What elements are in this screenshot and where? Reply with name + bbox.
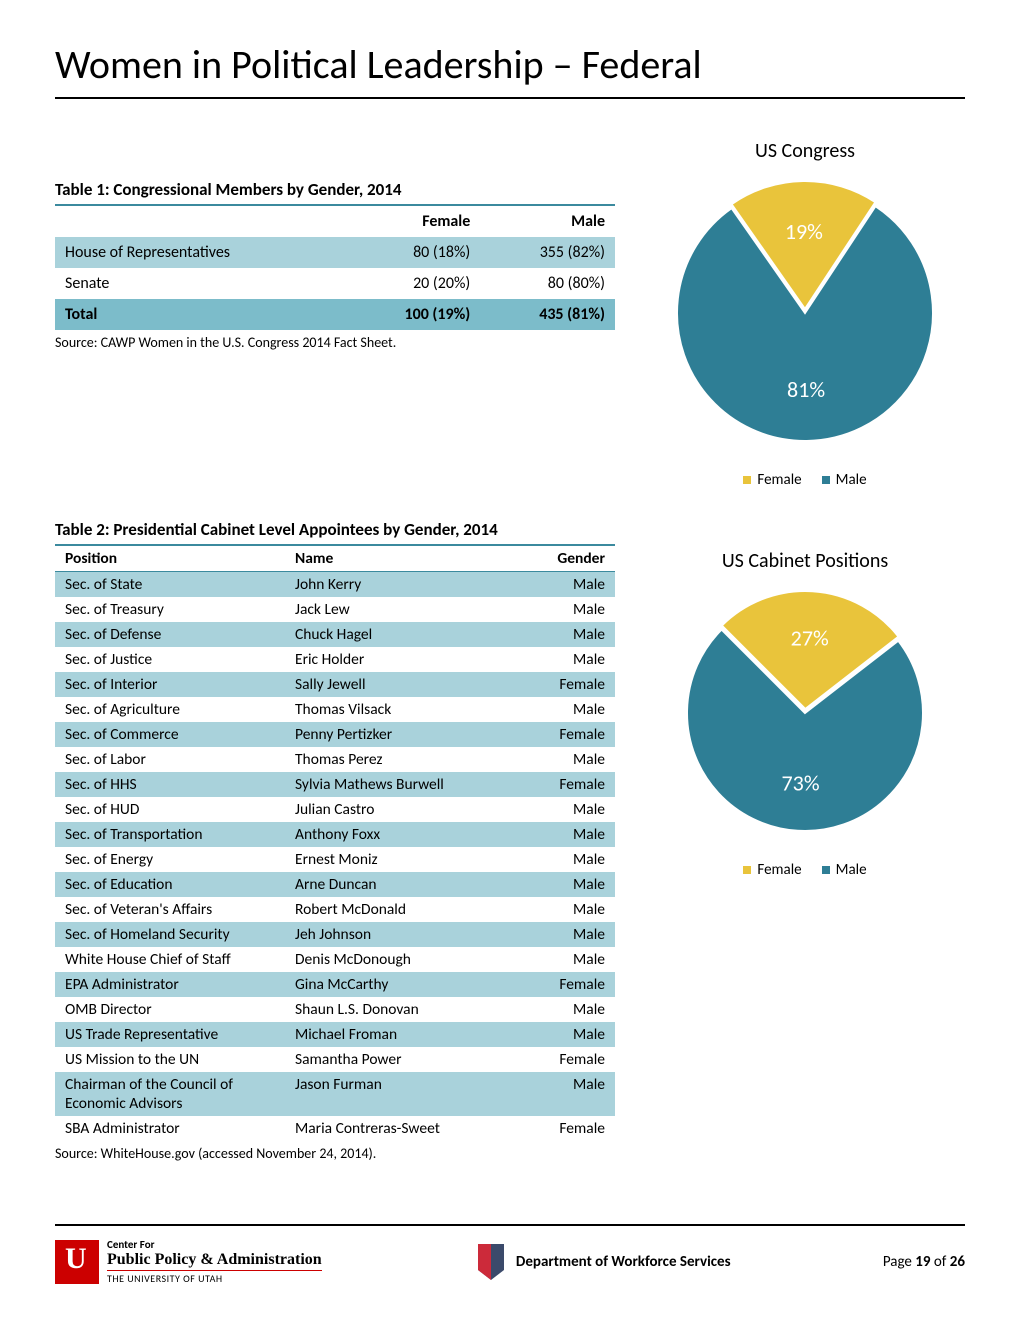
table2-col1: Name: [285, 546, 535, 572]
table-row: Sec. of Homeland SecurityJeh JohnsonMale: [55, 922, 615, 947]
table-row: Sec. of TransportationAnthony FoxxMale: [55, 822, 615, 847]
table-row: Sec. of HHSSylvia Mathews BurwellFemale: [55, 772, 615, 797]
legend-congress: Female Male: [645, 471, 965, 489]
row-congress: Table 1: Congressional Members by Gender…: [55, 139, 965, 489]
table-row: US Mission to the UNSamantha PowerFemale: [55, 1047, 615, 1072]
table-row: SBA AdministratorMaria Contreras-SweetFe…: [55, 1116, 615, 1141]
footer-left-logo: Center For Public Policy & Administratio…: [55, 1238, 322, 1285]
table-row: Sec. of TreasuryJack LewMale: [55, 597, 615, 622]
legend-item: Female: [743, 471, 801, 489]
legend-item: Male: [822, 861, 867, 879]
pie-cabinet: 27% 73%: [675, 583, 935, 843]
page-total: 26: [950, 1253, 965, 1271]
table-row: Sec. of InteriorSally JewellFemale: [55, 672, 615, 697]
legend-item: Female: [743, 861, 801, 879]
footer-line1: Center For: [107, 1238, 322, 1251]
table-row: Sec. of HUDJulian CastroMale: [55, 797, 615, 822]
legend-item: Male: [822, 471, 867, 489]
table-row: White House Chief of StaffDenis McDonoug…: [55, 947, 615, 972]
pie-slice-label: 27%: [791, 624, 829, 651]
page-of: of: [930, 1253, 949, 1271]
dws-shield-icon: [474, 1242, 508, 1282]
table-row: House of Representatives80 (18%)355 (82%…: [55, 237, 615, 268]
page-label: Page: [883, 1253, 915, 1271]
table1-col0: [55, 206, 346, 237]
table2: Position Name Gender Sec. of StateJohn K…: [55, 546, 615, 1141]
table2-col2: Gender: [535, 546, 615, 572]
table-row: OMB DirectorShaun L.S. DonovanMale: [55, 997, 615, 1022]
table-row: Sec. of LaborThomas PerezMale: [55, 747, 615, 772]
footer-mid: Department of Workforce Services: [474, 1242, 731, 1282]
page-number: Page 19 of 26: [883, 1253, 965, 1271]
page-footer: Center For Public Policy & Administratio…: [55, 1224, 965, 1285]
table1: Female Male House of Representatives80 (…: [55, 206, 615, 330]
utah-u-icon: [55, 1240, 99, 1284]
table-row: Sec. of EducationArne DuncanMale: [55, 872, 615, 897]
footer-line3: THE UNIVERSITY OF UTAH: [107, 1270, 322, 1285]
pie-congress-title: US Congress: [645, 139, 965, 163]
row-cabinet: Table 2: Presidential Cabinet Level Appo…: [55, 519, 965, 1162]
table-row: US Trade RepresentativeMichael FromanMal…: [55, 1022, 615, 1047]
table1-source: Source: CAWP Women in the U.S. Congress …: [55, 334, 615, 351]
table-row: Sec. of AgricultureThomas VilsackMale: [55, 697, 615, 722]
table2-title: Table 2: Presidential Cabinet Level Appo…: [55, 519, 615, 546]
table-row: Sec. of CommercePenny PertizkerFemale: [55, 722, 615, 747]
footer-mid-text: Department of Workforce Services: [516, 1253, 731, 1271]
table1-col1: Female: [346, 206, 481, 237]
table-row: Sec. of StateJohn KerryMale: [55, 572, 615, 598]
table-row: EPA AdministratorGina McCarthyFemale: [55, 972, 615, 997]
table-row: Sec. of JusticeEric HolderMale: [55, 647, 615, 672]
pie-cabinet-title: US Cabinet Positions: [645, 549, 965, 573]
footer-left-text: Center For Public Policy & Administratio…: [107, 1238, 322, 1285]
table2-col0: Position: [55, 546, 285, 572]
pie-slice-label: 19%: [785, 218, 823, 245]
pie-slice-label: 81%: [787, 376, 825, 403]
table-row-total: Total100 (19%)435 (81%): [55, 299, 615, 330]
pie-congress: 19% 81%: [665, 173, 945, 453]
table1-title: Table 1: Congressional Members by Gender…: [55, 179, 615, 206]
table-row: Sec. of EnergyErnest MonizMale: [55, 847, 615, 872]
page-title: Women in Political Leadership – Federal: [55, 40, 965, 99]
legend-cabinet: Female Male: [645, 861, 965, 879]
footer-line2: Public Policy & Administration: [107, 1251, 322, 1269]
table2-source: Source: WhiteHouse.gov (accessed Novembe…: [55, 1145, 615, 1162]
table-row: Sec. of Veteran's AffairsRobert McDonald…: [55, 897, 615, 922]
table1-col2: Male: [480, 206, 615, 237]
pie-slice-label: 73%: [782, 770, 820, 797]
table-row: Senate20 (20%)80 (80%): [55, 268, 615, 299]
table-row: Chairman of the Council of Economic Advi…: [55, 1072, 615, 1116]
page-current: 19: [915, 1253, 930, 1271]
table-row: Sec. of DefenseChuck HagelMale: [55, 622, 615, 647]
